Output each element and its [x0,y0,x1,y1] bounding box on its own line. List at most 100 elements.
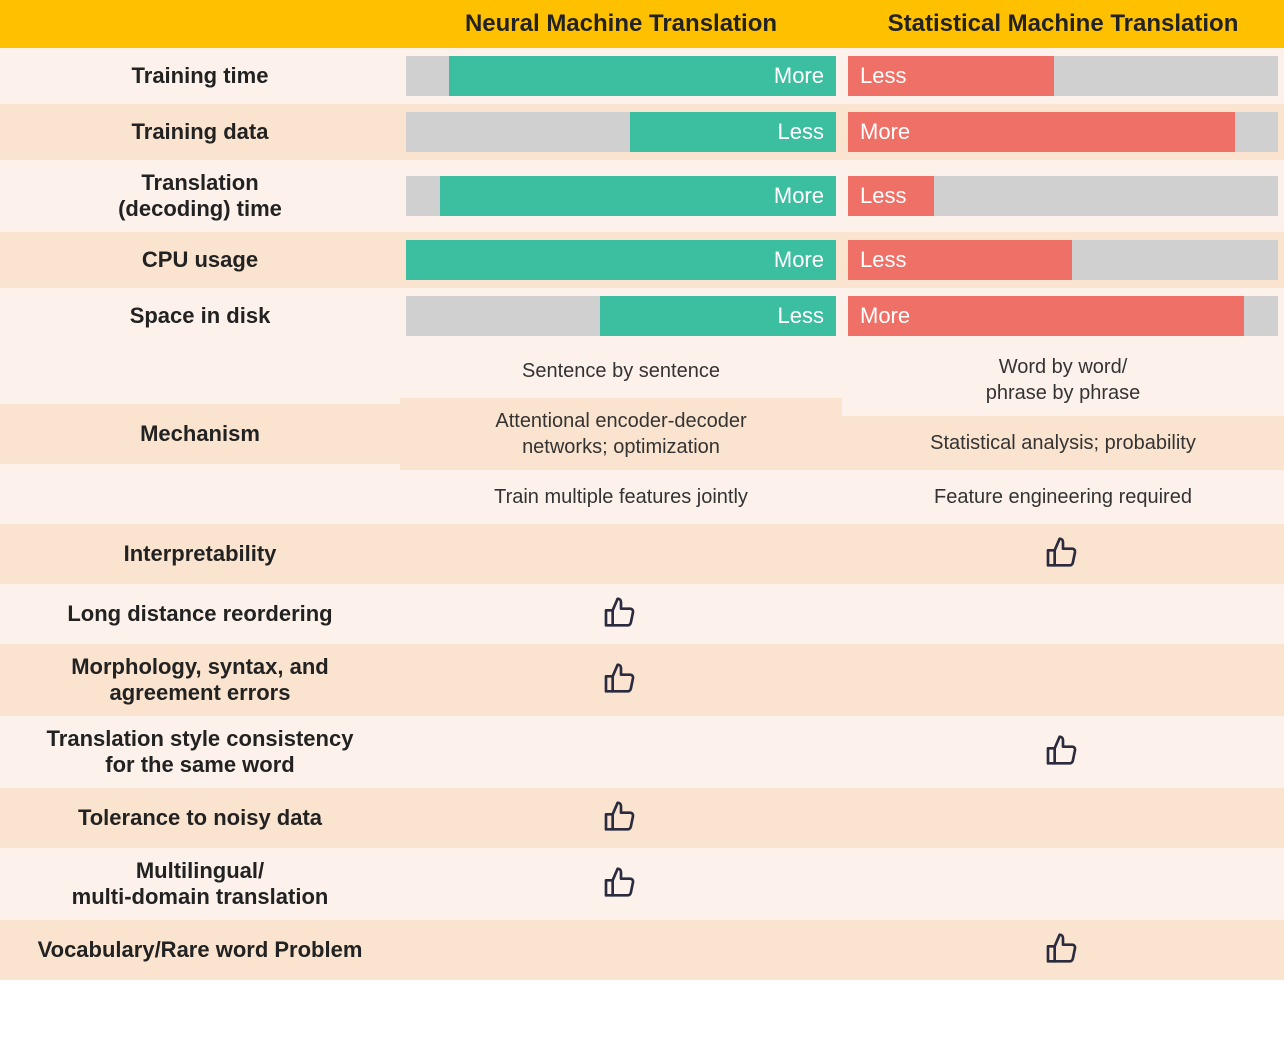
smt-bar-cell: More [842,288,1284,344]
row-label: Morphology, syntax, andagreement errors [0,644,400,716]
bar-track: Less [848,56,1278,96]
nmt-thumb-cell [400,584,842,644]
smt-thumb-cell [842,848,1284,920]
nmt-bar-cell: More [400,48,842,104]
thumbs-up-icon [1043,928,1083,973]
smt-bar-cell: Less [842,48,1284,104]
thumb-row: Long distance reordering [0,584,1284,644]
smt-thumb-cell [842,644,1284,716]
thumb-row: Interpretability [0,524,1284,584]
thumb-row: Multilingual/multi-domain translation [0,848,1284,920]
mechanism-row: MechanismSentence by sentenceAttentional… [0,344,1284,524]
nmt-bar-cell: More [400,160,842,232]
nmt-bar-label: More [774,247,824,273]
smt-bar-fill: Less [848,176,934,216]
mechanism-nmt-text: Train multiple features jointly [400,470,842,524]
bar-row: Training data Less More [0,104,1284,160]
nmt-bar-cell: Less [400,104,842,160]
mechanism-smt-text: Statistical analysis; probability [842,416,1284,470]
thumb-row: Vocabulary/Rare word Problem [0,920,1284,980]
row-label: Multilingual/multi-domain translation [0,848,400,920]
header-smt: Statistical Machine Translation [842,0,1284,48]
mechanism-smt-text: Feature engineering required [842,470,1284,524]
row-label: Training time [0,48,400,104]
nmt-bar-fill: More [406,240,836,280]
bar-row: Space in disk Less More [0,288,1284,344]
bar-track: Less [848,240,1278,280]
smt-bar-cell: More [842,104,1284,160]
row-label: Vocabulary/Rare word Problem [0,920,400,980]
nmt-bar-cell: Less [400,288,842,344]
comparison-table: Neural Machine Translation Statistical M… [0,0,1284,980]
bar-row: CPU usage More Less [0,232,1284,288]
nmt-bar-label: Less [778,303,824,329]
nmt-bar-label: Less [778,119,824,145]
bar-track: More [406,56,836,96]
smt-thumb-cell [842,584,1284,644]
row-label: Tolerance to noisy data [0,788,400,848]
nmt-bar-fill: Less [600,296,837,336]
mechanism-smt-col: Word by word/phrase by phraseStatistical… [842,344,1284,524]
mechanism-smt-text: Word by word/phrase by phrase [842,344,1284,416]
thumbs-up-icon [1043,730,1083,775]
smt-bar-label: More [860,303,910,329]
smt-thumb-cell [842,524,1284,584]
thumbs-up-icon [1043,532,1083,577]
smt-bar-cell: Less [842,160,1284,232]
smt-thumb-cell [842,788,1284,848]
bar-track: Less [848,176,1278,216]
row-label: Space in disk [0,288,400,344]
smt-thumb-cell [842,920,1284,980]
smt-bar-fill: Less [848,240,1072,280]
bar-row: Training time More Less [0,48,1284,104]
thumbs-up-icon [601,862,641,907]
nmt-thumb-cell [400,644,842,716]
smt-bar-label: Less [860,63,906,89]
thumbs-up-icon [601,658,641,703]
row-label: Translation(decoding) time [0,160,400,232]
bar-row: Translation(decoding) time More Less [0,160,1284,232]
thumbs-up-icon [601,796,641,841]
row-label: Interpretability [0,524,400,584]
row-label: CPU usage [0,232,400,288]
bar-track: More [848,296,1278,336]
smt-bar-fill: More [848,112,1235,152]
row-label: Long distance reordering [0,584,400,644]
nmt-bar-cell: More [400,232,842,288]
smt-bar-cell: Less [842,232,1284,288]
nmt-bar-label: More [774,183,824,209]
bar-track: More [406,240,836,280]
bar-track: Less [406,112,836,152]
nmt-thumb-cell [400,524,842,584]
smt-bar-label: More [860,119,910,145]
mechanism-nmt-text: Attentional encoder-decodernetworks; opt… [400,398,842,470]
smt-bar-fill: Less [848,56,1054,96]
nmt-thumb-cell [400,920,842,980]
nmt-thumb-cell [400,848,842,920]
nmt-bar-label: More [774,63,824,89]
header-row: Neural Machine Translation Statistical M… [0,0,1284,48]
thumb-row: Tolerance to noisy data [0,788,1284,848]
bar-track: More [406,176,836,216]
row-label: Translation style consistencyfor the sam… [0,716,400,788]
smt-bar-label: Less [860,183,906,209]
thumbs-up-icon [601,592,641,637]
mechanism-nmt-col: Sentence by sentenceAttentional encoder-… [400,344,842,524]
thumb-row: Morphology, syntax, andagreement errors [0,644,1284,716]
smt-bar-label: Less [860,247,906,273]
nmt-thumb-cell [400,716,842,788]
mechanism-nmt-text: Sentence by sentence [400,344,842,398]
nmt-thumb-cell [400,788,842,848]
bar-track: More [848,112,1278,152]
nmt-bar-fill: More [440,176,836,216]
row-label: Mechanism [0,344,400,524]
nmt-bar-fill: More [449,56,836,96]
bar-track: Less [406,296,836,336]
smt-bar-fill: More [848,296,1244,336]
header-nmt: Neural Machine Translation [400,0,842,48]
header-empty [0,0,400,48]
thumb-row: Translation style consistencyfor the sam… [0,716,1284,788]
nmt-bar-fill: Less [630,112,836,152]
row-label: Training data [0,104,400,160]
smt-thumb-cell [842,716,1284,788]
